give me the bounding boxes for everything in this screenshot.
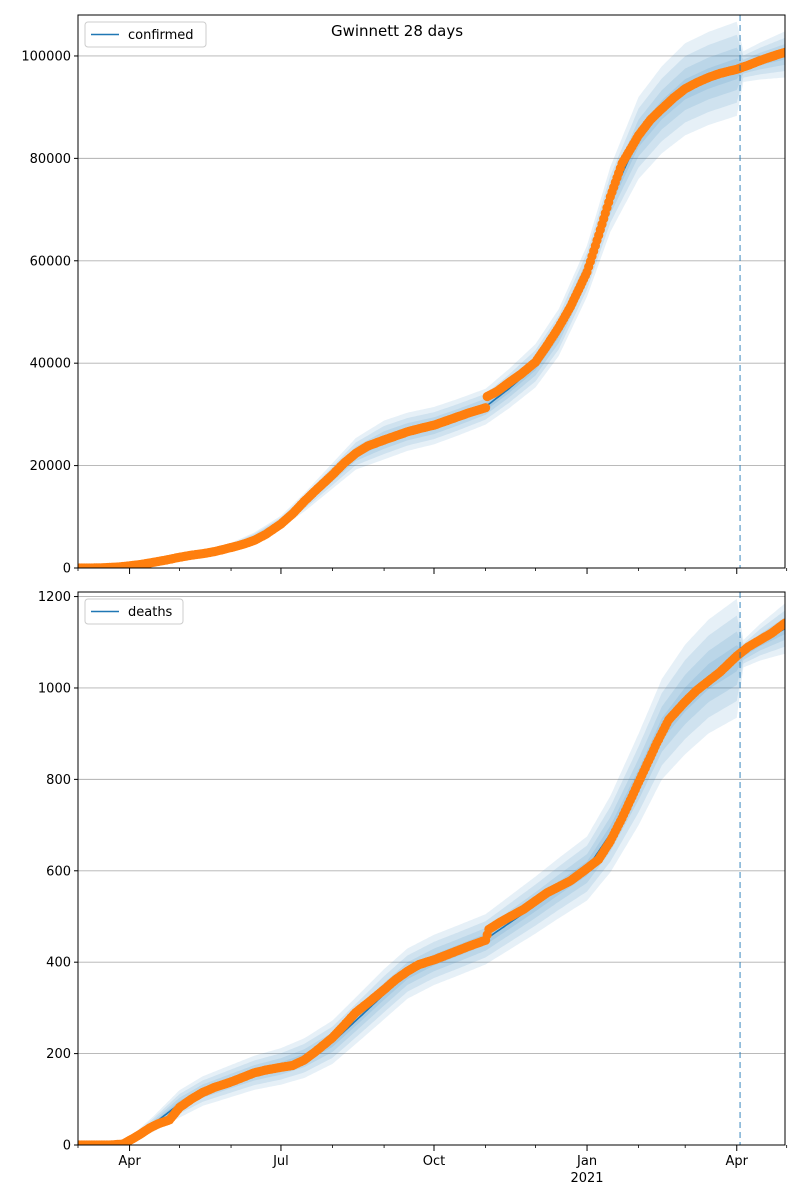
legend-box <box>84 21 207 48</box>
legend-label: confirmed <box>128 28 194 43</box>
legend-label: deaths <box>128 605 173 620</box>
plot-area <box>78 598 785 1145</box>
y-tick-label: 20000 <box>30 459 71 474</box>
uncertainty-band-2 <box>78 610 785 1145</box>
x-tick-label: Jul <box>272 1154 289 1169</box>
y-tick-label: 1200 <box>38 590 71 605</box>
uncertainty-band-2 <box>78 34 785 568</box>
y-tick-label: 60000 <box>30 254 71 269</box>
y-tick-label: 800 <box>46 773 71 788</box>
observed-point <box>481 403 491 413</box>
legend: deaths <box>84 598 184 625</box>
uncertainty-band-3 <box>78 44 785 568</box>
y-tick-label: 200 <box>46 1047 71 1062</box>
y-tick-label: 400 <box>46 956 71 971</box>
y-tick-label: 0 <box>63 1139 71 1154</box>
x-tick-label: Jan <box>576 1154 597 1169</box>
uncertainty-band-1 <box>78 598 785 1145</box>
y-tick-label: 600 <box>46 864 71 879</box>
confirmed-panel: 0 20000 40000 60000 80000 100000 confirmed <box>21 14 788 577</box>
x-tick-label: Oct <box>423 1154 445 1169</box>
legend: confirmed <box>84 21 207 48</box>
axes-frame <box>77 591 786 1146</box>
uncertainty-band-3 <box>78 617 785 1145</box>
x-tick-label: Apr <box>726 1154 749 1169</box>
y-tick-label: 0 <box>63 562 71 577</box>
y-tick-label: 100000 <box>21 49 71 64</box>
chart-title: Gwinnett 28 days <box>331 22 463 40</box>
x-tick-label: Apr <box>118 1154 141 1169</box>
y-tick-label: 80000 <box>30 152 71 167</box>
x-tick-year-label: 2021 <box>570 1171 603 1186</box>
plot-area <box>78 21 785 568</box>
y-tick-label: 40000 <box>30 357 71 372</box>
observed-point <box>780 618 785 628</box>
observed-point <box>780 47 785 57</box>
axes-frame <box>77 14 786 569</box>
legend-box <box>84 598 184 625</box>
deaths-panel: 0 200 400 600 800 1000 1200 Apr Jul Oct Jan 2021 Apr… <box>38 590 788 1186</box>
y-tick-label: 1000 <box>38 681 71 696</box>
